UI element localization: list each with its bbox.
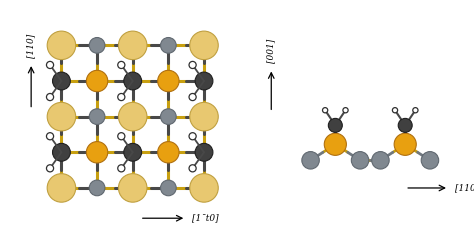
Circle shape <box>161 180 176 196</box>
Circle shape <box>46 61 54 69</box>
Circle shape <box>372 152 389 169</box>
Circle shape <box>86 70 108 92</box>
Circle shape <box>161 109 176 124</box>
Circle shape <box>89 180 105 196</box>
Circle shape <box>118 174 147 202</box>
Circle shape <box>394 133 416 155</box>
Circle shape <box>161 37 176 53</box>
Text: [110]: [110] <box>27 34 36 58</box>
Circle shape <box>189 94 196 101</box>
Circle shape <box>89 109 105 124</box>
Circle shape <box>189 165 196 172</box>
Circle shape <box>89 37 105 53</box>
Circle shape <box>351 152 369 169</box>
Circle shape <box>124 143 142 161</box>
Circle shape <box>46 133 54 140</box>
Text: [1¯t0]: [1¯t0] <box>191 214 218 223</box>
Circle shape <box>118 133 125 140</box>
Circle shape <box>392 108 398 113</box>
Circle shape <box>47 102 76 131</box>
Circle shape <box>118 165 125 172</box>
Circle shape <box>47 31 76 60</box>
Circle shape <box>322 108 328 113</box>
Circle shape <box>158 70 179 92</box>
Circle shape <box>343 108 348 113</box>
Circle shape <box>328 118 342 132</box>
Circle shape <box>53 143 70 161</box>
Circle shape <box>421 152 439 169</box>
Circle shape <box>398 118 412 132</box>
Circle shape <box>118 94 125 101</box>
Circle shape <box>158 142 179 163</box>
Circle shape <box>189 133 196 140</box>
Circle shape <box>324 133 346 155</box>
Circle shape <box>118 61 125 69</box>
Circle shape <box>118 102 147 131</box>
Circle shape <box>47 174 76 202</box>
Text: [001]: [001] <box>267 39 276 63</box>
Circle shape <box>189 61 196 69</box>
Circle shape <box>46 94 54 101</box>
Circle shape <box>53 72 70 90</box>
Text: [110]: [110] <box>455 183 474 192</box>
Circle shape <box>195 143 213 161</box>
Circle shape <box>46 165 54 172</box>
Circle shape <box>195 72 213 90</box>
Circle shape <box>190 31 218 60</box>
Circle shape <box>190 174 218 202</box>
Circle shape <box>413 108 418 113</box>
Circle shape <box>124 72 142 90</box>
Circle shape <box>118 31 147 60</box>
Circle shape <box>190 102 218 131</box>
Circle shape <box>302 152 319 169</box>
Circle shape <box>86 142 108 163</box>
